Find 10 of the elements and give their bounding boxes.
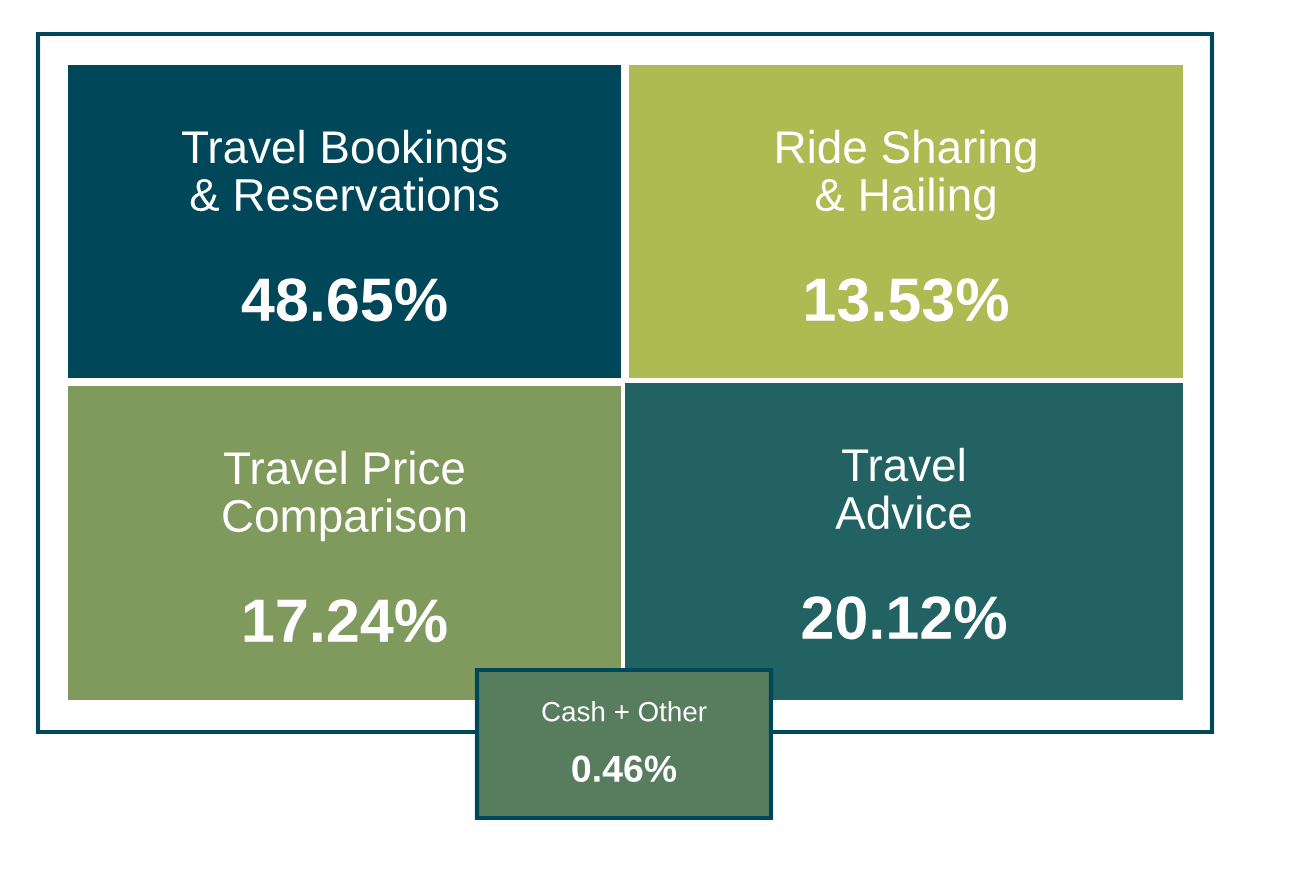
data-label: 20.12%	[802, 596, 1007, 640]
data-label: 17.24%	[244, 599, 447, 643]
data-label: 48.65%	[241, 278, 447, 322]
category-label: Travel Bookings & Reservations	[182, 129, 507, 212]
category-label: Travel Price Comparison	[223, 450, 466, 542]
category-label: Cash + Other	[542, 701, 707, 722]
category-label: Ride Sharing & Hailing	[777, 129, 1036, 221]
data-label: 13.53%	[806, 278, 1009, 322]
data-label: 0.46%	[572, 755, 677, 783]
category-label: Travel Advice	[835, 447, 971, 530]
